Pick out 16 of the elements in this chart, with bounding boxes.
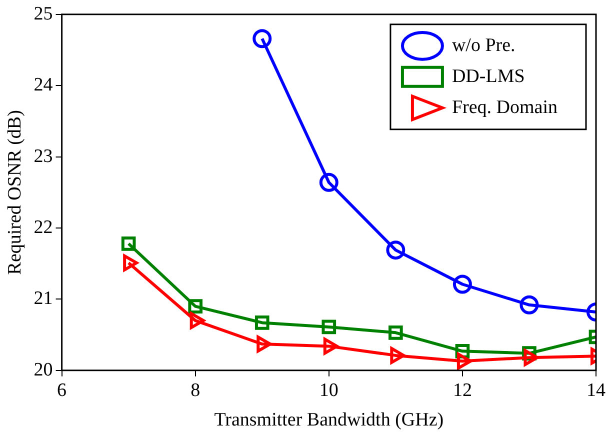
legend-label: w/o Pre. xyxy=(452,34,516,56)
x-tick-label: 12 xyxy=(452,380,472,401)
x-tick-label: 8 xyxy=(190,380,200,401)
x-tick-label: 14 xyxy=(586,380,606,401)
y-axis-title: Required OSNR (dB) xyxy=(4,110,26,275)
x-tick-label: 10 xyxy=(319,380,338,401)
y-tick-label: 21 xyxy=(34,288,53,310)
legend-label: DD-LMS xyxy=(452,66,525,87)
legend-label: Freq. Domain xyxy=(452,96,558,118)
y-tick-label: 22 xyxy=(34,216,53,238)
y-tick-label: 24 xyxy=(34,74,54,96)
y-tick-label: 23 xyxy=(34,146,53,167)
x-axis-title: Transmitter Bandwidth (GHz) xyxy=(214,410,444,431)
x-tick-label: 6 xyxy=(57,380,67,401)
y-tick-label: 20 xyxy=(34,359,53,380)
y-tick-label: 25 xyxy=(34,3,53,24)
